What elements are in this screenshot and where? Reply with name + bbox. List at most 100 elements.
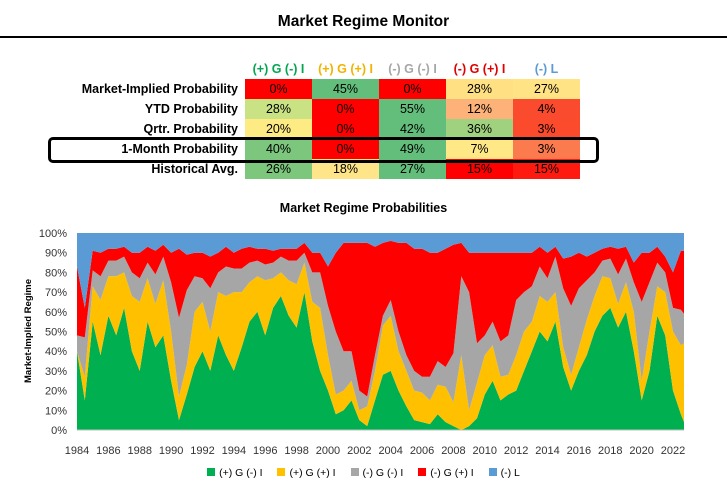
table-cell: 0% — [379, 79, 446, 99]
table-cell: 28% — [446, 79, 513, 99]
legend-item: (+) G (+) I — [277, 467, 336, 479]
table-cell: 28% — [245, 99, 312, 119]
x-tick-label: 2022 — [661, 445, 685, 457]
table-cell: 49% — [379, 139, 446, 159]
area-series-4 — [77, 240, 684, 397]
header-regime-g-neg-i-pos: (-) G (+) I — [453, 62, 506, 76]
header-regime-g-pos-i-neg: (+) G (-) I — [252, 62, 305, 76]
legend-swatch — [277, 468, 286, 476]
x-tick-label: 2016 — [567, 445, 591, 457]
table-cell: 3% — [513, 119, 580, 139]
x-tick-label: 2012 — [504, 445, 528, 457]
x-tick-label: 1986 — [96, 445, 120, 457]
table-cell: 0% — [312, 119, 379, 139]
table-cell: 20% — [245, 119, 312, 139]
table-cell: 0% — [245, 79, 312, 99]
x-tick-label: 2004 — [378, 445, 402, 457]
table-cell: 42% — [379, 119, 446, 139]
legend-label: (+) G (-) I — [219, 467, 263, 479]
legend-item: (-) G (+) I — [418, 467, 474, 479]
table-cell: 4% — [513, 99, 580, 119]
y-tick-label: 100% — [39, 228, 67, 240]
legend-label: (-) G (+) I — [430, 467, 474, 479]
x-tick-label: 1992 — [190, 445, 214, 457]
title-divider — [0, 36, 727, 38]
table-cell: 3% — [513, 139, 580, 159]
row-label: 1-Month Probability — [121, 142, 238, 156]
x-tick-label: 2020 — [629, 445, 653, 457]
x-tick-label: 1990 — [159, 445, 183, 457]
y-tick-label: 70% — [45, 287, 67, 299]
table-cell: 36% — [446, 119, 513, 139]
area-series-group — [77, 233, 684, 430]
y-tick-label: 40% — [45, 346, 67, 358]
x-tick-label: 2000 — [316, 445, 340, 457]
x-tick-label: 1988 — [127, 445, 151, 457]
x-tick-label: 2002 — [347, 445, 371, 457]
x-tick-label: 1994 — [222, 445, 246, 457]
table-row: Market-Implied Probability 0% 45% 0% 28%… — [70, 79, 580, 99]
x-tick-label: 1998 — [284, 445, 308, 457]
y-tick-label: 50% — [45, 327, 67, 339]
chart-axes: 0% 10% 20% 30% 40% 50% 60% 70% 80% 90% 100% 1984 198… — [39, 228, 685, 457]
area-series-1 — [77, 292, 684, 430]
header-regime-g-neg-i-neg: (-) G (-) I — [388, 62, 437, 76]
header-regime-liquidity-neg: (-) L — [534, 62, 559, 76]
x-tick-label: 2014 — [535, 445, 559, 457]
y-tick-label: 60% — [45, 307, 67, 319]
y-tick-label: 30% — [45, 366, 67, 378]
area-series-2 — [77, 262, 684, 430]
legend-item: (-) G (-) I — [350, 467, 404, 479]
x-tick-label: 2010 — [473, 445, 497, 457]
y-tick-label: 0% — [51, 425, 67, 437]
table-cell: 55% — [379, 99, 446, 119]
table-cell: 26% — [245, 159, 312, 179]
y-tick-label: 20% — [45, 386, 67, 398]
table-cell: 18% — [312, 159, 379, 179]
regime-probability-table: (+) G (-) I (+) G (+) I (-) G (-) I (-) … — [70, 59, 580, 179]
row-label: Historical Avg. — [151, 162, 238, 176]
table-row: Qrtr. Probability 20% 0% 42% 36% 3% — [70, 119, 580, 139]
header-regime-g-pos-i-pos: (+) G (+) I — [318, 62, 373, 76]
page-title: Market Regime Monitor — [277, 13, 450, 30]
table-cell: 15% — [446, 159, 513, 179]
legend-swatch — [207, 468, 216, 476]
y-tick-label: 80% — [45, 267, 67, 279]
table-row: YTD Probability 28% 0% 55% 12% 4% — [70, 99, 580, 119]
legend-swatch — [350, 468, 359, 476]
highlight-box — [48, 137, 599, 163]
area-series-3 — [77, 252, 684, 411]
chart-title: Market Regime Probabilities — [279, 201, 448, 215]
table-cell: 40% — [245, 139, 312, 159]
legend-label: (-) L — [500, 467, 520, 479]
x-tick-label: 2008 — [441, 445, 465, 457]
area-series-5 — [77, 233, 684, 308]
x-tick-label: 1996 — [253, 445, 277, 457]
row-label: Qrtr. Probability — [143, 122, 238, 136]
y-tick-label: 10% — [45, 405, 67, 417]
legend-swatch — [418, 468, 427, 476]
legend-item: (-) L — [488, 467, 520, 479]
legend-label: (+) G (+) I — [289, 467, 336, 479]
x-tick-label: 2006 — [410, 445, 434, 457]
legend-item: (+) G (-) I — [207, 467, 263, 479]
legend-label: (-) G (-) I — [362, 467, 404, 479]
table-cell: 15% — [513, 159, 580, 179]
chart-legend: (+) G (-) I (+) G (+) I (-) G (-) I (-) … — [0, 467, 727, 479]
y-tick-label: 90% — [45, 248, 67, 260]
legend-swatch — [488, 468, 497, 476]
table-row-highlighted: 1-Month Probability 40% 0% 49% 7% 3% — [70, 139, 580, 159]
table-cell: 0% — [312, 139, 379, 159]
table-cell: 45% — [312, 79, 379, 99]
x-tick-label: 2018 — [598, 445, 622, 457]
table-header-row: (+) G (-) I (+) G (+) I (-) G (-) I (-) … — [70, 59, 580, 79]
x-tick-label: 1984 — [65, 445, 89, 457]
y-axis-label: Market-Implied Regime — [23, 279, 34, 383]
table-row: Historical Avg. 26% 18% 27% 15% 15% — [70, 159, 580, 179]
table-cell: 0% — [312, 99, 379, 119]
row-label: YTD Probability — [144, 102, 238, 116]
table-cell: 12% — [446, 99, 513, 119]
row-label: Market-Implied Probability — [81, 82, 238, 96]
table-cell: 7% — [446, 139, 513, 159]
